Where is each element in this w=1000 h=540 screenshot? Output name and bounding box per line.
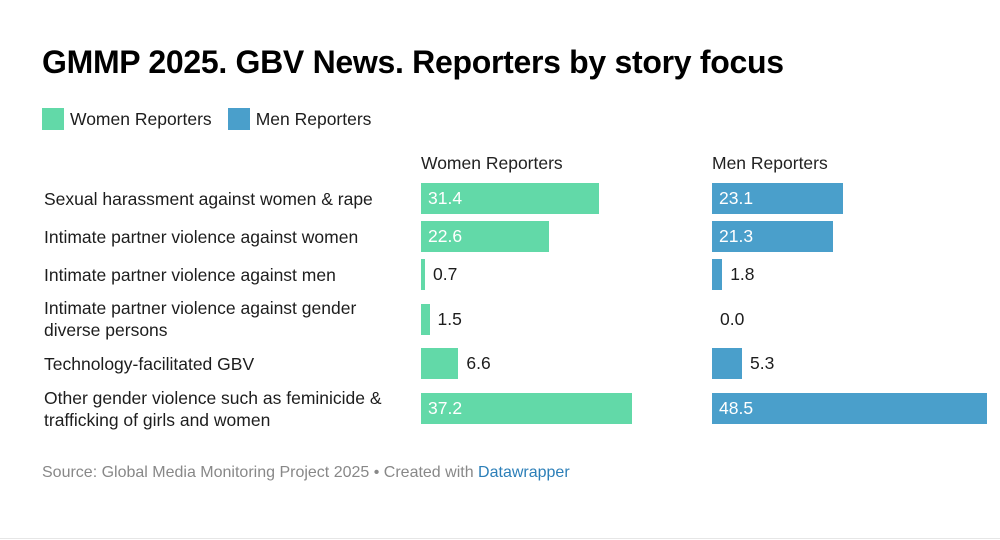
bar-men-0: [712, 183, 843, 214]
row-label-ipv-men: Intimate partner violence against men: [44, 265, 336, 285]
value-label-women-3: 1.5: [437, 309, 462, 329]
value-label-men-3: 0.0: [720, 309, 745, 329]
bar-women-4: [421, 348, 459, 379]
row-label-ipv-gender-diverse: Intimate partner violence against gender…: [44, 298, 357, 340]
bar-women-5: [421, 393, 632, 424]
row-label-tech-gbv: Technology-facilitated GBV: [44, 354, 255, 374]
value-label-women-1: 22.6: [428, 226, 463, 246]
legend-item-women: Women Reporters: [42, 108, 212, 130]
row-label-ipv-women: Intimate partner violence against women: [44, 227, 359, 247]
bar-men-2: [712, 259, 723, 290]
value-label-men-5: 48.5: [719, 398, 754, 418]
legend-swatch-men: [227, 108, 250, 130]
bar-men-4: [712, 348, 743, 379]
chart-title: GMMP 2025. GBV News. Reporters by story …: [42, 44, 784, 80]
legend-item-men: Men Reporters: [227, 108, 372, 130]
value-label-men-4: 5.3: [750, 353, 775, 373]
bar-men-1: [712, 221, 833, 252]
bar-women-0: [421, 183, 600, 214]
legend-label-women: Women Reporters: [70, 108, 212, 129]
row-label-other-violence: Other gender violence such as feminicide…: [44, 388, 382, 430]
row-label-sexual-harassment: Sexual harassment against women & rape: [44, 189, 373, 209]
column-header-women: Women Reporters: [421, 153, 563, 173]
value-label-women-0: 31.4: [428, 188, 463, 208]
value-label-men-0: 23.1: [719, 188, 754, 208]
bar-women-1: [421, 221, 550, 252]
value-label-women-4: 6.6: [466, 353, 491, 373]
legend-label-men: Men Reporters: [255, 108, 372, 129]
bar-women-2: [421, 259, 425, 290]
source-text: Source: Global Media Monitoring Project …: [42, 464, 479, 481]
value-label-men-1: 21.3: [719, 226, 754, 246]
value-label-men-2: 1.8: [730, 264, 755, 284]
source-note: Source: Global Media Monitoring Project …: [42, 464, 570, 482]
bar-men-5: [712, 393, 987, 424]
column-header-men: Men Reporters: [712, 153, 828, 173]
legend: Women Reporters Men Reporters: [42, 108, 387, 130]
bottom-divider: [0, 538, 1000, 539]
bar-women-3: [421, 304, 430, 335]
datawrapper-link[interactable]: Datawrapper: [478, 464, 570, 481]
value-label-women-2: 0.7: [432, 264, 458, 284]
legend-swatch-women: [42, 108, 64, 130]
value-label-women-5: 37.2: [428, 398, 463, 418]
